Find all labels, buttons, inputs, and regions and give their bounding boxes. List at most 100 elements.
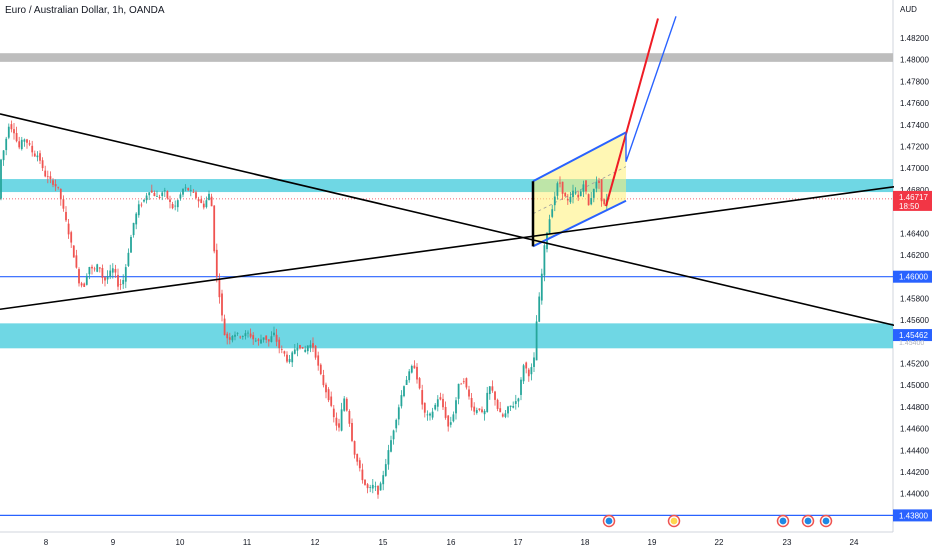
candle-body (241, 336, 244, 337)
x-tick-label: 19 (648, 538, 657, 547)
candle-body (59, 188, 62, 200)
candle-body (556, 183, 559, 196)
candle-body (44, 170, 47, 177)
candle-body (106, 276, 109, 280)
candle-body (590, 198, 593, 205)
y-tick-label: 1.47200 (900, 143, 929, 152)
candle-body (353, 441, 356, 455)
candle-body (351, 423, 353, 441)
gray-resistance-band (0, 53, 893, 62)
y-tick-label: 1.45200 (900, 360, 929, 369)
event-marker-dot (822, 517, 830, 525)
candle-body (559, 182, 561, 184)
candle-body (72, 245, 75, 258)
candle-body (65, 211, 67, 221)
candle-body (104, 277, 106, 281)
candle-body (202, 203, 205, 208)
y-tick-label: 1.46800 (900, 186, 929, 195)
y-tick-label: 1.44400 (900, 446, 929, 455)
current-time-label: 18:50 (899, 202, 920, 211)
candle-body (585, 180, 587, 192)
candle-body (291, 352, 294, 363)
candle-body (184, 187, 187, 189)
currency-label: AUD (900, 5, 917, 14)
candle-body (470, 397, 473, 408)
candle-body (20, 139, 23, 150)
candle-body (403, 386, 405, 397)
candle-body (439, 397, 442, 400)
candle-body (369, 487, 372, 489)
candle-body (475, 410, 478, 413)
candle-body (371, 484, 374, 489)
candle-body (179, 194, 182, 199)
projection-blue-line (625, 16, 677, 162)
candle-body (296, 347, 299, 351)
candle-body (364, 479, 366, 485)
candle-body (382, 475, 385, 485)
candle-body (538, 296, 541, 322)
candle-body (293, 349, 296, 354)
candle-body (124, 267, 127, 282)
candle-body (171, 203, 174, 209)
candle-body (595, 181, 598, 189)
candle-body (192, 191, 195, 193)
y-tick-label: 1.44600 (900, 425, 929, 434)
candle-body (410, 365, 413, 373)
candle-body (158, 196, 161, 198)
candle-body (127, 252, 130, 266)
candle-body (481, 409, 483, 413)
support-resistance-zone (0, 323, 893, 349)
candle-body (13, 129, 15, 134)
candle-body (504, 413, 507, 417)
candle-body (335, 417, 338, 426)
candle-body (283, 351, 286, 354)
candle-body (218, 278, 221, 298)
candle-body (517, 398, 520, 402)
candle-body (345, 398, 348, 411)
candle-body (340, 409, 343, 431)
candle-body (98, 267, 101, 269)
candle-body (197, 199, 200, 202)
candle-body (434, 404, 437, 410)
candle-body (460, 383, 463, 385)
candle-body (330, 396, 333, 406)
candle-body (189, 189, 192, 191)
candle-body (491, 386, 494, 391)
candle-body (57, 186, 60, 188)
candle-body (52, 180, 54, 185)
candle-body (91, 266, 93, 269)
candle-body (200, 199, 203, 203)
candle-body (533, 357, 535, 367)
y-tick-label: 1.44800 (900, 403, 929, 412)
candle-body (228, 337, 231, 340)
candle-body (166, 190, 169, 199)
candle-body (7, 126, 10, 138)
candle-body (431, 411, 434, 418)
y-tick-label: 1.47800 (900, 77, 929, 86)
candle-body (546, 232, 548, 250)
candle-body (119, 284, 122, 285)
candle-body (540, 273, 543, 301)
candle-body (361, 469, 364, 481)
candle-body (239, 336, 242, 338)
candle-body (522, 365, 525, 382)
candle-body (174, 205, 177, 207)
candle-body (473, 406, 476, 412)
candle-body (28, 143, 31, 145)
candle-body (153, 193, 156, 197)
candle-body (132, 222, 135, 236)
chart-title: Euro / Australian Dollar, 1h, OANDA (5, 5, 165, 16)
candle-body (366, 484, 369, 489)
candle-body (26, 139, 28, 143)
candle-body (299, 344, 301, 349)
candle-body (499, 408, 502, 413)
candle-body (2, 150, 5, 161)
candle-body (325, 384, 327, 393)
candle-body (377, 485, 379, 495)
y-tick-label: 1.45600 (900, 316, 929, 325)
event-marker-dot (670, 517, 678, 525)
candle-body (348, 411, 351, 424)
candle-body (478, 408, 481, 410)
level-price-label: 1.46000 (899, 273, 928, 282)
